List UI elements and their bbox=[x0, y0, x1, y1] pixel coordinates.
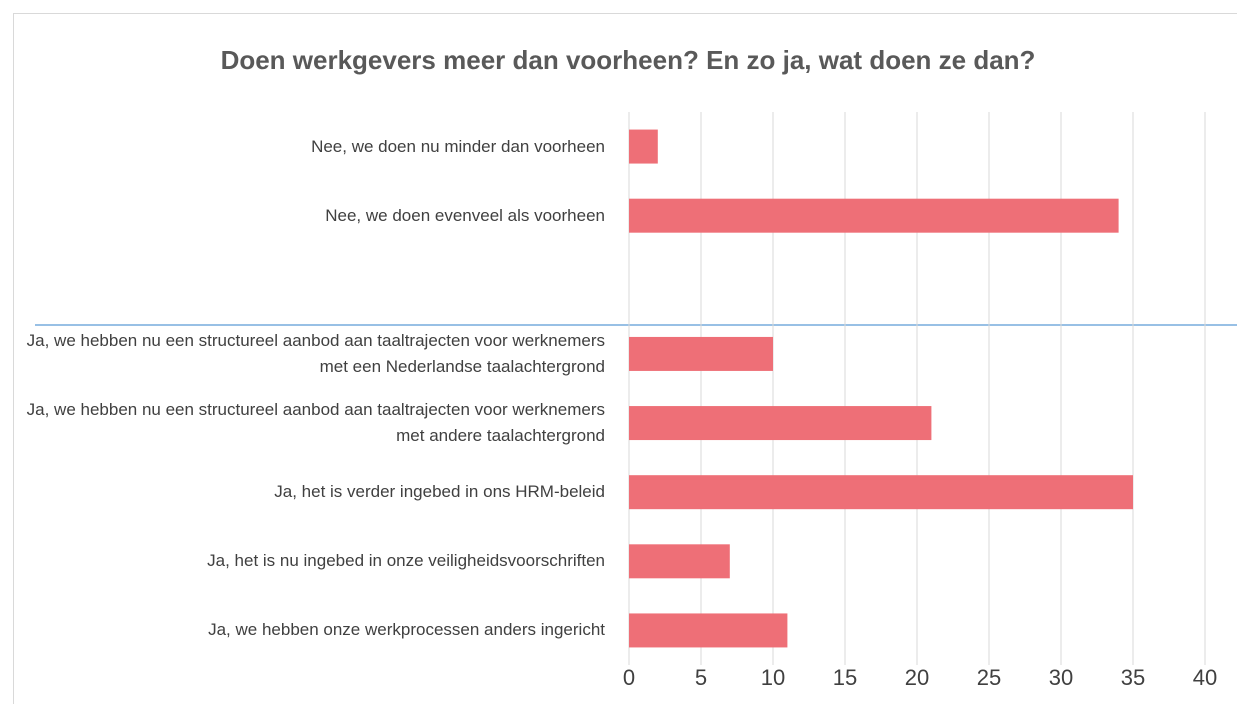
x-tick-label: 5 bbox=[695, 665, 707, 690]
y-tick-label: Ja, het is verder ingebed in ons HRM-bel… bbox=[274, 482, 605, 502]
x-tick-label: 10 bbox=[761, 665, 785, 690]
x-tick-label: 35 bbox=[1121, 665, 1145, 690]
bar bbox=[629, 336, 773, 371]
bar bbox=[629, 406, 932, 441]
bar bbox=[629, 544, 730, 579]
bar bbox=[629, 198, 1119, 233]
bar bbox=[629, 129, 658, 164]
x-tick-label: 30 bbox=[1049, 665, 1073, 690]
y-tick-label: Nee, we doen evenveel als voorheen bbox=[325, 205, 605, 225]
x-tick-label: 25 bbox=[977, 665, 1001, 690]
y-tick-label: Ja, het is nu ingebed in onze veiligheid… bbox=[207, 551, 605, 571]
x-tick-label: 15 bbox=[833, 665, 857, 690]
y-tick-label: Ja, we hebben nu een structureel aanbod … bbox=[26, 330, 605, 376]
bar bbox=[629, 475, 1133, 510]
y-tick-label: Nee, we doen nu minder dan voorheen bbox=[311, 136, 605, 156]
bar bbox=[629, 613, 788, 648]
x-tick-label: 20 bbox=[905, 665, 929, 690]
chart-title: Doen werkgevers meer dan voorheen? En zo… bbox=[221, 45, 1036, 75]
chart-frame bbox=[13, 13, 1237, 704]
x-tick-label: 0 bbox=[623, 665, 635, 690]
y-tick-label: Ja, we hebben nu een structureel aanbod … bbox=[26, 400, 605, 446]
x-tick-label: 40 bbox=[1193, 665, 1217, 690]
y-tick-label: Ja, we hebben onze werkprocessen anders … bbox=[208, 620, 605, 640]
